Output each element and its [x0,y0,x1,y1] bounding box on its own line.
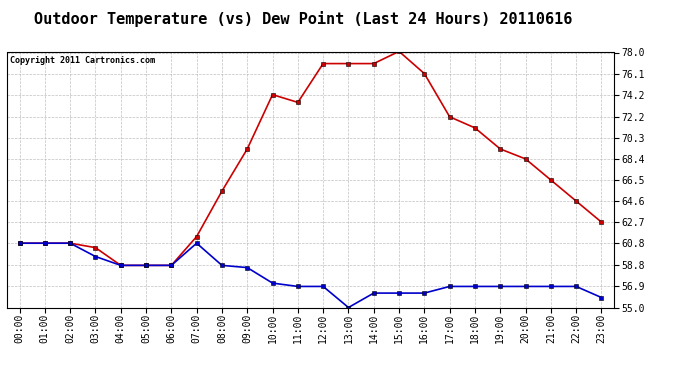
Text: Copyright 2011 Cartronics.com: Copyright 2011 Cartronics.com [10,56,155,65]
Text: Outdoor Temperature (vs) Dew Point (Last 24 Hours) 20110616: Outdoor Temperature (vs) Dew Point (Last… [34,11,573,27]
